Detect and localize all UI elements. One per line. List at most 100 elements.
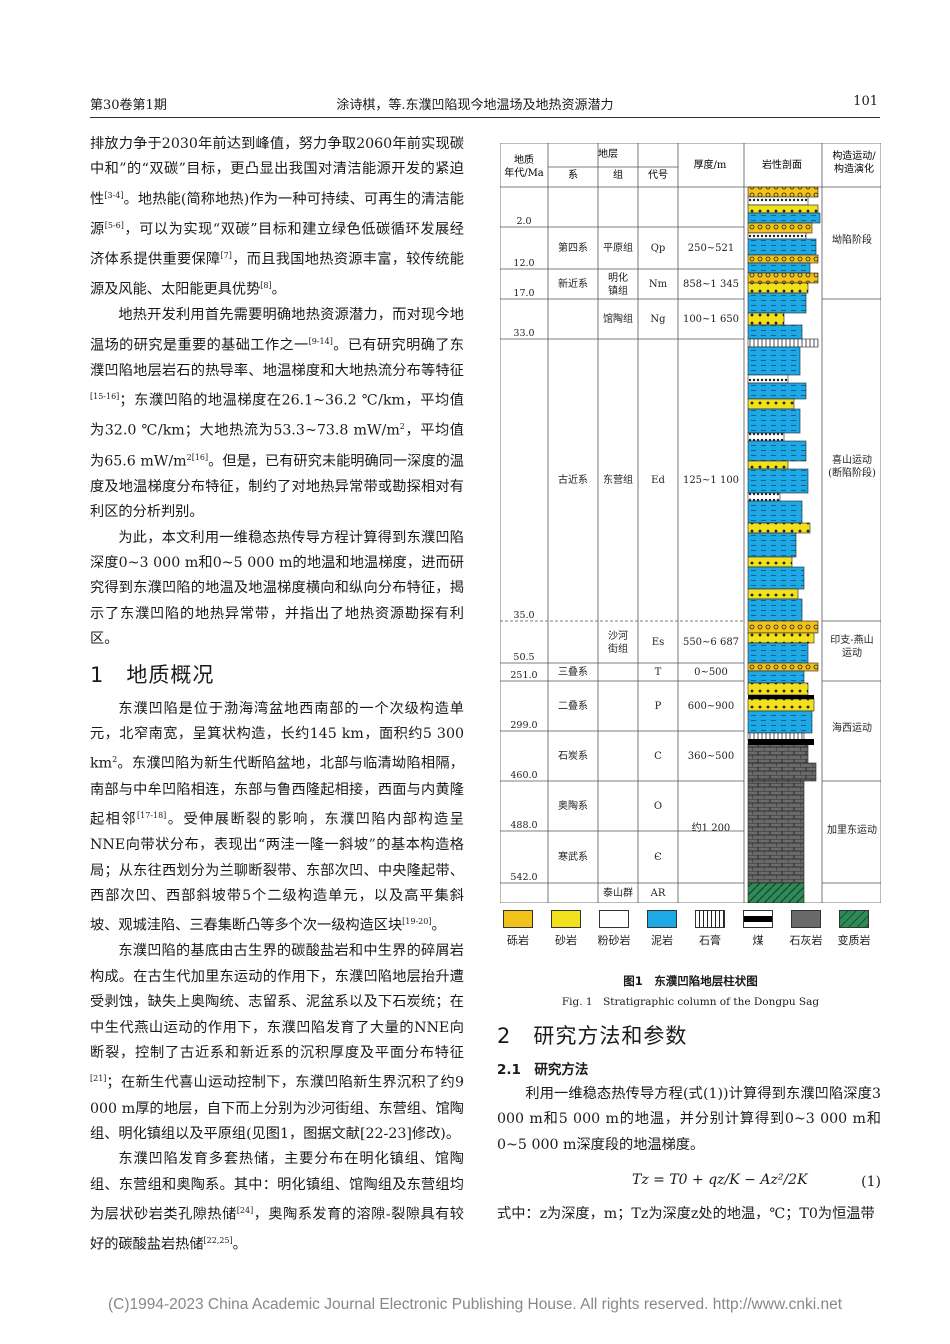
age-label: 50.5: [513, 652, 534, 663]
lithology-band: [747, 204, 819, 214]
lithology-band: [747, 282, 809, 294]
legend-coal: 煤: [736, 910, 780, 948]
lithology-band: [747, 398, 795, 410]
figure-caption-en: Fig. 1 Stratigraphic column of the Dongp…: [561, 996, 820, 1008]
formation-label: 东营组: [603, 473, 633, 486]
code-label: O: [654, 801, 662, 812]
system-label: 石炭系: [558, 750, 588, 762]
code-label: P: [655, 701, 662, 712]
lithology-band: [747, 532, 797, 558]
tectonic-label: 加里东运动: [827, 823, 877, 836]
lithology-band: [747, 882, 805, 903]
age-label: 488.0: [510, 820, 537, 831]
lithology-band: [747, 632, 815, 644]
copyright-footer: (C)1994-2023 China Academic Journal Elec…: [107, 1296, 843, 1313]
header-formation: 组: [613, 168, 623, 181]
lithology-band: [747, 522, 811, 534]
legend-gravel: 砾岩: [496, 910, 540, 948]
lithology-band: [747, 222, 813, 234]
lithology-band: [747, 432, 785, 442]
header-rule: [90, 117, 880, 118]
thickness-label: 600~900: [688, 701, 735, 712]
thickness-label: 360~500: [688, 751, 735, 762]
header-system: 系: [568, 169, 578, 181]
code-label: C: [654, 751, 662, 762]
lithology-band: [747, 382, 807, 400]
paragraph-5: 东濮凹陷的基底由古生界的碳酸盐岩和中生界的碎屑岩构成。在古生代加里东运动的作用下…: [90, 943, 464, 1143]
header-age: 地质年代/Ma: [504, 153, 544, 179]
thickness-label: 0~500: [694, 667, 728, 678]
lithology-band: [747, 620, 819, 634]
lithology-band: [747, 212, 821, 224]
tectonic-label: 喜山运动(断陷阶段): [828, 453, 876, 479]
age-label: 299.0: [510, 720, 537, 731]
lithology-band: [747, 262, 811, 274]
stratigraphic-column-figure: 2.0 12.0 17.0 33.0 35.0 50.5 251.0 299.0 460.0 48…: [500, 143, 881, 903]
figure-caption-cn: 图1 东濮凹陷地层柱状图: [623, 974, 758, 988]
metamorphic-swatch-icon: [839, 910, 869, 928]
thickness-label: 250~521: [688, 243, 735, 254]
lithology-band: [747, 662, 819, 672]
header-thickness: 厚度/m: [694, 158, 727, 171]
lithology-band: [747, 186, 819, 198]
formation-label: 明化镇组: [608, 271, 628, 297]
method-paragraph: 利用一维稳态热传导方程(式(1))计算得到东濮凹陷深度3 000 m和5 000…: [497, 1086, 881, 1153]
formation-label: 馆陶组: [603, 312, 633, 325]
lithology-band: [747, 346, 801, 376]
age-label: 542.0: [510, 872, 537, 883]
code-label: Ed: [651, 475, 665, 486]
equation-formula: Tz = T0 + qz/K − Az²/2K: [632, 1172, 808, 1189]
legend-metamorphic: 变质岩: [832, 910, 876, 948]
system-label: 奥陶系: [558, 799, 588, 812]
legend-mud: 泥岩: [640, 910, 684, 948]
lithology-band: [747, 374, 789, 384]
equation-number: (1): [861, 1174, 881, 1191]
lithology-band: [747, 492, 781, 502]
thickness-label: 550~6 687: [683, 637, 739, 648]
code-label: Qp: [651, 243, 666, 254]
lithology-band: [747, 292, 807, 314]
silt-swatch-icon: [599, 910, 629, 928]
thickness-label: 约1 200: [692, 821, 731, 834]
code-label: Es: [652, 637, 664, 648]
lithology-band: [747, 598, 803, 622]
lithology-band: [747, 196, 809, 206]
tectonic-label: 海西运动: [832, 721, 872, 734]
lithology-band: [747, 468, 809, 494]
age-label: 17.0: [513, 288, 534, 299]
coal-seam: [748, 695, 814, 699]
lithology-band: [747, 780, 805, 884]
lithology-band: [747, 762, 817, 782]
lithology-band: [747, 642, 809, 664]
header-strata: 地层: [598, 147, 618, 160]
gravel-swatch-icon: [503, 910, 533, 928]
lithology-band: [747, 232, 807, 240]
mud-swatch-icon: [647, 910, 677, 928]
code-label: AR: [650, 888, 666, 899]
paragraph-6: 东濮凹陷发育多套热储，主要分布在明化镇组、馆陶组、东营组和奥陶系。其中：明化镇组…: [90, 1151, 464, 1254]
formation-label: 泰山群: [603, 886, 633, 899]
gypsum-swatch-icon: [695, 910, 725, 928]
running-header-left: 第30卷第1期: [90, 98, 167, 113]
lithology-band: [747, 338, 819, 348]
system-label: 古近系: [558, 473, 588, 486]
code-label: Nm: [649, 279, 668, 290]
page-number: 101: [853, 94, 878, 109]
lithology-band: [747, 556, 793, 568]
limestone-swatch-icon: [791, 910, 821, 928]
legend-sand: 砂岩: [544, 910, 588, 948]
system-label: 寒武系: [558, 850, 588, 863]
subsection-2-1-heading: 2.1 研究方法: [497, 1062, 589, 1078]
coal-seam: [748, 741, 814, 745]
lithology-band: [747, 440, 807, 462]
lithology-band: [747, 238, 817, 256]
paragraph-4: 东濮凹陷是位于渤海湾盆地西南部的一个次级构造单元，北窄南宽，呈箕状构造，长约14…: [90, 700, 464, 935]
section-2-heading: 2 研究方法和参数: [497, 1024, 688, 1048]
lithology-band: [747, 272, 819, 284]
age-label: 251.0: [510, 670, 537, 681]
thickness-label: 100~1 650: [683, 314, 739, 325]
thickness-label: 858~1 345: [683, 279, 739, 290]
lithology-band: [747, 324, 803, 340]
right-column: 2 研究方法和参数 2.1 研究方法 利用一维稳态热传导方程(式(1))计算得到…: [497, 1022, 881, 1228]
legend-silt: 粉砂岩: [592, 910, 636, 948]
